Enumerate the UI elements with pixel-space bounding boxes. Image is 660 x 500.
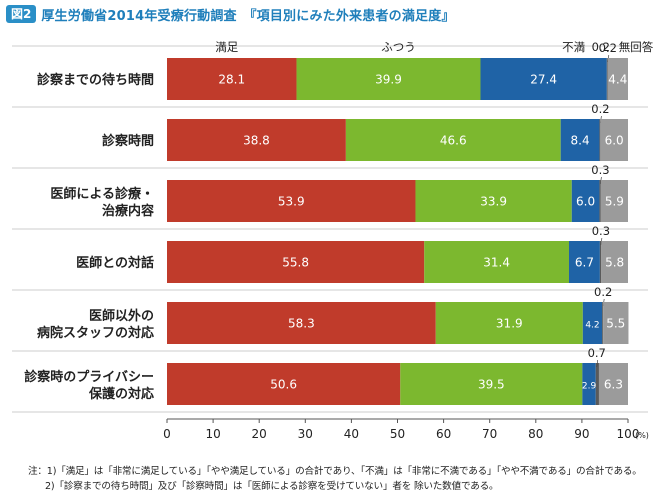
x-tick-label-50: 50 (390, 427, 405, 441)
data-label-満足-3: 53.9 (278, 195, 305, 209)
data-label-ふつう-3: 33.9 (480, 195, 507, 209)
data-label-無回答-1: 4.4 (608, 73, 627, 87)
x-tick-label-10: 10 (205, 427, 220, 441)
legend-3: 不満 (562, 40, 585, 54)
data-label-small-6: 0.7 (588, 346, 606, 360)
data-label-不満-4: 6.7 (575, 256, 594, 270)
category-label-5-a: 医師以外の (89, 308, 154, 324)
legend-4: 0.2 (592, 40, 610, 54)
bar-0.2-3 (599, 180, 601, 222)
category-label-5-b: 病院スタッフの対応 (37, 325, 154, 341)
data-label-small-5: 0.2 (594, 285, 612, 299)
bar-無回答-4 (601, 241, 628, 283)
bar-0.2-4 (599, 241, 602, 283)
x-unit-label: (%) (635, 431, 649, 440)
data-label-ふつう-2: 46.6 (440, 134, 467, 148)
data-label-無回答-6: 6.3 (604, 378, 623, 392)
category-label-6-b: 保護の対応 (88, 386, 154, 402)
data-label-無回答-5: 5.5 (606, 317, 625, 331)
category-label-3-b: 治療内容 (102, 203, 154, 219)
data-label-無回答-4: 5.8 (605, 256, 624, 270)
data-label-満足-6: 50.6 (270, 378, 297, 392)
footnote-2: 2)「診察までの待ち時間」及び「診察時間」は「医師による診察を受けていない」者を… (45, 481, 499, 492)
data-label-ふつう-1: 39.9 (375, 73, 402, 87)
data-label-small-4: 0.3 (592, 224, 610, 238)
x-tick-label-0: 0 (163, 427, 171, 441)
bar-不満-1 (480, 58, 607, 100)
x-tick-label-60: 60 (436, 427, 451, 441)
bar-無回答-2 (600, 119, 628, 161)
x-tick-label-20: 20 (252, 427, 267, 441)
bar-ふつう-3 (415, 180, 572, 222)
footnote-1: 注：1)「満足」は「非常に満足している」「やや満足している」の合計であり、「不満… (28, 466, 642, 477)
legend-5: 無回答 (619, 40, 654, 54)
bar-不満-3 (571, 180, 600, 222)
x-tick-label-100: 100 (617, 427, 640, 441)
bar-無回答-5 (603, 302, 629, 344)
bar-0.2-6 (595, 363, 599, 405)
leader-line (596, 359, 599, 368)
data-label-small-1: 0.2 (599, 41, 617, 55)
bar-ふつう-4 (424, 241, 569, 283)
x-tick-label-30: 30 (298, 427, 313, 441)
category-label-2: 診察時間 (102, 133, 154, 149)
bar-満足-2 (167, 119, 346, 161)
category-label-3-a: 医師による診療・ (50, 186, 154, 202)
bar-無回答-3 (600, 180, 628, 222)
data-label-ふつう-6: 39.5 (478, 378, 505, 392)
bar-ふつう-1 (296, 58, 481, 100)
data-label-不満-5: 4.2 (585, 321, 599, 331)
bar-満足-5 (167, 302, 436, 344)
bar-無回答-1 (607, 58, 628, 100)
bar-不満-4 (568, 241, 600, 283)
bar-ふつう-6 (400, 363, 583, 405)
bar-0.2-5 (602, 302, 604, 344)
data-label-満足-4: 55.8 (282, 256, 309, 270)
figure-title-bar: 図2 厚生労働省2014年受療行動調査 『項目別にみた外来患者の満足度』 (6, 4, 455, 24)
data-label-無回答-2: 6.0 (605, 134, 624, 148)
bar-満足-6 (167, 363, 401, 405)
figure-badge: 図2 (6, 5, 37, 23)
bar-満足-1 (167, 58, 297, 100)
category-label-1: 診察までの待ち時間 (37, 72, 154, 88)
bar-0.2-2 (599, 119, 601, 161)
bar-満足-4 (167, 241, 425, 283)
figure-title: 厚生労働省2014年受療行動調査 『項目別にみた外来患者の満足度』 (41, 8, 455, 24)
bar-無回答-6 (598, 363, 628, 405)
data-label-不満-1: 27.4 (530, 73, 557, 87)
x-tick-label-40: 40 (344, 427, 359, 441)
data-label-不満-2: 8.4 (571, 134, 590, 148)
bar-ふつう-2 (345, 119, 561, 161)
data-label-ふつう-5: 31.9 (496, 317, 523, 331)
x-tick-label-70: 70 (482, 427, 497, 441)
x-tick-label-80: 80 (528, 427, 543, 441)
category-label-6-a: 診察時のプライバシー (24, 369, 154, 385)
data-label-不満-6: 2.9 (582, 382, 597, 392)
data-label-無回答-3: 5.9 (605, 195, 624, 209)
category-label-4: 医師との対話 (76, 255, 154, 271)
data-label-small-3: 0.3 (591, 163, 609, 177)
data-label-満足-2: 38.8 (243, 134, 270, 148)
data-label-small-2: 0.2 (591, 102, 609, 116)
bar-不満-6 (582, 363, 596, 405)
bar-不満-5 (582, 302, 603, 344)
legend-2: ふつう (381, 40, 416, 54)
data-label-満足-1: 28.1 (218, 73, 245, 87)
bar-満足-3 (167, 180, 416, 222)
data-label-満足-5: 58.3 (288, 317, 315, 331)
legend-1: 満足 (215, 40, 238, 54)
x-tick-label-90: 90 (574, 427, 589, 441)
bar-不満-2 (560, 119, 600, 161)
data-label-不満-3: 6.0 (576, 195, 595, 209)
data-label-ふつう-4: 31.4 (483, 256, 510, 270)
bar-ふつう-5 (435, 302, 583, 344)
bar-0.2-1 (606, 58, 608, 100)
